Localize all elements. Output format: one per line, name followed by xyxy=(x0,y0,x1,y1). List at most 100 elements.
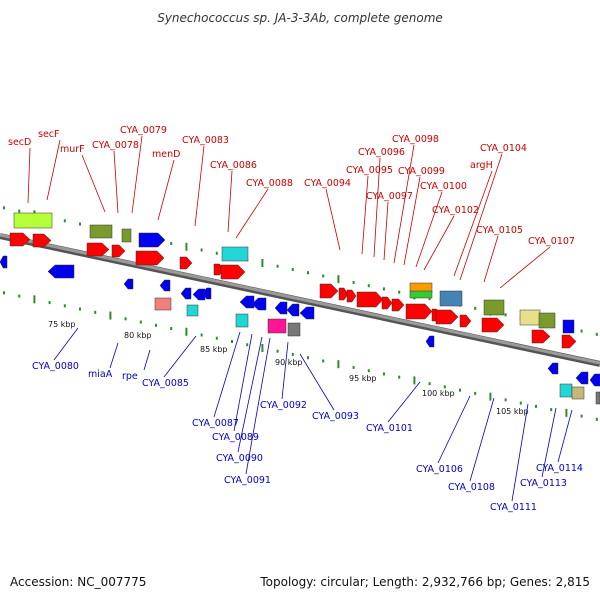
gene-feature xyxy=(391,298,405,312)
gene-feature xyxy=(346,289,357,303)
gene-feature xyxy=(123,278,134,290)
forward-gene-label: murF xyxy=(60,144,85,155)
scale-label: 100 kbp xyxy=(422,389,455,398)
forward-gene-label: CYA_0079 xyxy=(120,125,167,136)
gene-feature xyxy=(538,312,556,329)
gene-feature xyxy=(32,233,52,248)
gene-feature xyxy=(13,212,53,229)
gene-feature xyxy=(239,295,255,309)
gene-feature xyxy=(571,386,585,400)
gene-features xyxy=(0,212,600,405)
gene-feature xyxy=(459,314,472,328)
reverse-leader-line xyxy=(163,335,197,378)
gene-feature xyxy=(439,290,463,307)
gene-feature xyxy=(47,264,75,279)
reverse-gene-label: miaA xyxy=(88,369,113,380)
reverse-leader-line xyxy=(109,342,119,369)
forward-gene-label: CYA_0099 xyxy=(398,166,445,177)
reverse-gene-label: CYA_0089 xyxy=(212,432,259,443)
forward-gene-label: secD xyxy=(8,137,31,148)
gene-feature xyxy=(547,362,559,375)
gene-feature xyxy=(575,371,589,385)
gene-feature xyxy=(356,291,384,308)
reverse-gene-label: CYA_0106 xyxy=(416,464,463,475)
gene-feature xyxy=(405,303,433,320)
forward-leader-line xyxy=(459,153,503,281)
forward-gene-label: CYA_0105 xyxy=(476,225,523,236)
reverse-leader-line xyxy=(281,341,289,400)
reverse-gene-label: CYA_0092 xyxy=(260,400,307,411)
gene-feature xyxy=(381,296,393,310)
gene-feature xyxy=(519,309,541,326)
inner-tick-track xyxy=(3,291,598,421)
scale-label: 75 kbp xyxy=(48,320,76,329)
gene-feature xyxy=(154,297,172,311)
gene-feature xyxy=(409,290,433,299)
gene-feature xyxy=(179,256,193,270)
forward-gene-label: CYA_0086 xyxy=(210,160,257,171)
forward-gene-label: CYA_0094 xyxy=(304,178,351,189)
reverse-leader-line xyxy=(437,395,471,464)
reverse-gene-label: CYA_0101 xyxy=(366,423,413,434)
gene-feature xyxy=(559,383,573,398)
gene-feature xyxy=(221,246,249,262)
forward-gene-label: CYA_0104 xyxy=(480,143,527,154)
forward-leader-line xyxy=(227,170,233,233)
gene-feature xyxy=(274,301,288,315)
gene-feature xyxy=(299,306,315,320)
forward-leader-line xyxy=(361,175,369,255)
gene-feature xyxy=(251,297,267,311)
gene-feature xyxy=(0,255,8,269)
gene-feature xyxy=(220,264,246,280)
gene-feature xyxy=(138,232,166,248)
forward-leader-line xyxy=(453,170,493,277)
reverse-gene-label: CYA_0080 xyxy=(32,361,79,372)
reverse-leader-line xyxy=(233,333,253,432)
gene-feature xyxy=(202,287,212,300)
gene-feature xyxy=(287,322,301,337)
forward-leader-line xyxy=(27,147,31,204)
forward-leader-line xyxy=(235,188,269,239)
forward-gene-label: CYA_0107 xyxy=(528,236,575,247)
forward-gene-label: argH xyxy=(470,160,493,171)
forward-gene-label: CYA_0088 xyxy=(246,178,293,189)
forward-leader-line xyxy=(131,135,143,214)
forward-leader-line xyxy=(194,145,205,227)
forward-leader-line xyxy=(403,176,421,266)
gene-feature xyxy=(595,391,600,405)
forward-leader-line xyxy=(499,246,551,289)
reverse-gene-label: CYA_0108 xyxy=(448,482,495,493)
reverse-leader-line xyxy=(213,331,241,418)
forward-leader-line xyxy=(373,157,381,258)
gene-feature xyxy=(121,228,132,243)
accession-text: Accession: NC_007775 xyxy=(10,575,146,589)
reverse-leader-line xyxy=(511,403,529,502)
forward-leader-line xyxy=(46,139,61,201)
forward-gene-label: secF xyxy=(38,129,59,140)
gene-feature xyxy=(86,242,110,257)
gene-feature xyxy=(409,282,433,293)
gene-feature xyxy=(192,288,206,301)
gene-feature xyxy=(286,303,300,317)
reverse-gene-label: CYA_0114 xyxy=(536,463,583,474)
gene-feature xyxy=(531,329,551,344)
forward-leader-line xyxy=(393,144,415,264)
backbone xyxy=(0,233,600,367)
forward-gene-label: CYA_0083 xyxy=(182,135,229,146)
reverse-gene-label: CYA_0111 xyxy=(490,502,537,513)
reverse-gene-label: CYA_0090 xyxy=(216,453,263,464)
gene-feature xyxy=(425,335,435,348)
reverse-leader-line xyxy=(557,409,573,463)
forward-leader-line xyxy=(325,188,341,251)
forward-leader-line xyxy=(483,235,499,283)
reverse-leader-line xyxy=(53,327,79,361)
gene-feature xyxy=(338,287,349,301)
gene-feature xyxy=(180,287,192,300)
gene-feature xyxy=(561,334,577,349)
reverse-leader-line xyxy=(387,381,421,423)
scale-label: 105 kbp xyxy=(496,407,529,416)
map-title: Synechococcus sp. JA-3-3Ab, complete gen… xyxy=(157,11,443,25)
reverse-gene-labels: CYA_0080 miaA rpe CYA_0085 CYA_0087 CYA_0089 C… xyxy=(32,361,583,513)
forward-gene-label: CYA_0102 xyxy=(432,205,479,216)
